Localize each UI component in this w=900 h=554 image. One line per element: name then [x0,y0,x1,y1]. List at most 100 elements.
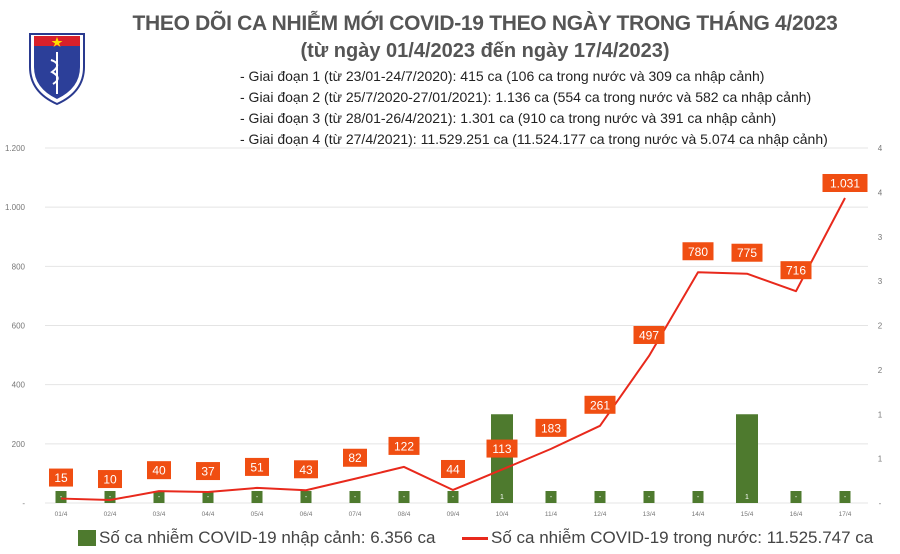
x-tick-label: 09/4 [447,511,460,518]
x-tick-label: 08/4 [398,511,411,518]
import-bar [447,491,459,503]
domestic-label-box [441,459,465,478]
domestic-label-box [245,457,269,476]
x-tick-label: 07/4 [349,511,362,518]
domestic-data-label: 15 [54,471,68,485]
import-bar-label: - [207,494,210,501]
y-left-tick-label: 400 [12,381,26,390]
y-left-tick-label: 1.200 [5,144,26,153]
y-right-tick-label: 2 [878,322,883,331]
import-bar [398,491,410,503]
y-right-tick-label: 1 [878,410,883,419]
domestic-data-label: 1.031 [830,176,860,190]
import-bar-label: 1 [500,494,504,501]
legend-item-imported: Số ca nhiễm COVID-19 nhập cảnh: 6.356 ca [78,528,435,548]
domestic-label-box [633,325,665,344]
y-right-tick-label: 1 [878,455,883,464]
import-bar-label: - [795,494,798,501]
import-bar-label: - [648,494,651,501]
domestic-data-label: 780 [688,245,708,259]
domestic-data-label: 261 [590,398,610,412]
legend-bar-swatch-icon [78,530,96,546]
import-bar [153,491,165,503]
y-right-tick-label: - [879,499,882,508]
legend-label-imported: Số ca nhiễm COVID-19 nhập cảnh: 6.356 ca [99,528,436,547]
chart-subtitle: (từ ngày 01/4/2023 đến ngày 17/4/2023) [300,40,670,62]
import-bar-label: - [256,494,259,501]
x-tick-label: 12/4 [594,511,607,518]
import-bar [104,491,116,503]
import-bar-label: - [305,494,308,501]
x-tick-label: 01/4 [55,511,68,518]
import-bar-label: 1 [745,494,749,501]
y-right-tick-label: 3 [878,277,883,286]
domestic-label-box [584,395,616,414]
x-tick-label: 04/4 [202,511,215,518]
phase-1-text: - Giai đoạn 1 (từ 23/01-24/7/2020): 415 … [240,68,765,84]
import-bar [300,491,312,503]
legend-label-domestic: Số ca nhiễm COVID-19 trong nước: 11.525.… [491,528,874,547]
x-tick-label: 10/4 [496,511,509,518]
import-bar [594,491,606,503]
domestic-data-label: 122 [394,439,414,453]
import-bar [491,414,513,503]
ministry-logo [22,12,92,107]
import-bar [839,491,851,503]
x-tick-label: 13/4 [643,511,656,518]
domestic-label-box [294,460,318,479]
y-left-tick-label: 1.000 [5,203,26,212]
y-right-tick-label: 2 [878,366,883,375]
y-right-tick-label: 4 [878,144,883,153]
import-bar-label: - [844,494,847,501]
domestic-label-box [196,462,220,481]
domestic-line [60,197,846,502]
y-left-tick-label: 600 [12,322,26,331]
x-tick-label: 15/4 [741,511,754,518]
legend-item-domestic: Số ca nhiễm COVID-19 trong nước: 11.525.… [462,528,873,548]
domestic-label-box [486,439,518,458]
domestic-data-label: 82 [348,451,362,465]
domestic-data-label: 40 [152,464,166,478]
domestic-data-label: 497 [639,328,659,342]
domestic-data-label: 775 [737,246,757,260]
import-bar [692,491,704,503]
domestic-label-box [147,461,171,480]
import-bar-label: - [697,494,700,501]
domestic-data-label: 51 [250,460,264,474]
import-bar [790,491,802,503]
domestic-label-box [98,470,122,489]
import-bar-label: - [452,494,455,501]
x-tick-label: 02/4 [104,511,117,518]
import-bar [349,491,361,503]
import-bar [545,491,557,503]
phase-4-text: - Giai đoạn 4 (từ 27/4/2021): 11.529.251… [240,131,828,147]
y-right-tick-label: 4 [878,188,883,197]
y-right-tick-label: 3 [878,233,883,242]
import-bar [251,491,263,503]
domestic-label-box [731,243,763,262]
x-tick-label: 14/4 [692,511,705,518]
y-left-tick-label: 200 [12,440,26,449]
domestic-data-label: 10 [103,473,117,487]
domestic-data-label: 113 [492,442,511,456]
import-bar-label: - [354,494,357,501]
x-tick-label: 05/4 [251,511,264,518]
domestic-label-box [343,448,367,467]
domestic-label-box [682,242,714,261]
domestic-label-box [49,468,73,487]
domestic-data-label: 44 [446,462,460,476]
import-bar-label: - [550,494,553,501]
import-bar-label: - [109,494,112,501]
legend-line-swatch-icon [462,536,488,540]
import-bar [202,491,214,503]
domestic-data-label: 43 [299,463,313,477]
import-bar [55,491,67,503]
domestic-label-box [388,436,420,455]
x-tick-label: 03/4 [153,511,166,518]
import-bar-label: - [158,494,161,501]
y-left-tick-label: - [22,499,25,508]
chart-title: THEO DÕI CA NHIỄM MỚI COVID-19 THEO NGÀY… [132,12,838,35]
domestic-data-label: 183 [541,421,561,435]
